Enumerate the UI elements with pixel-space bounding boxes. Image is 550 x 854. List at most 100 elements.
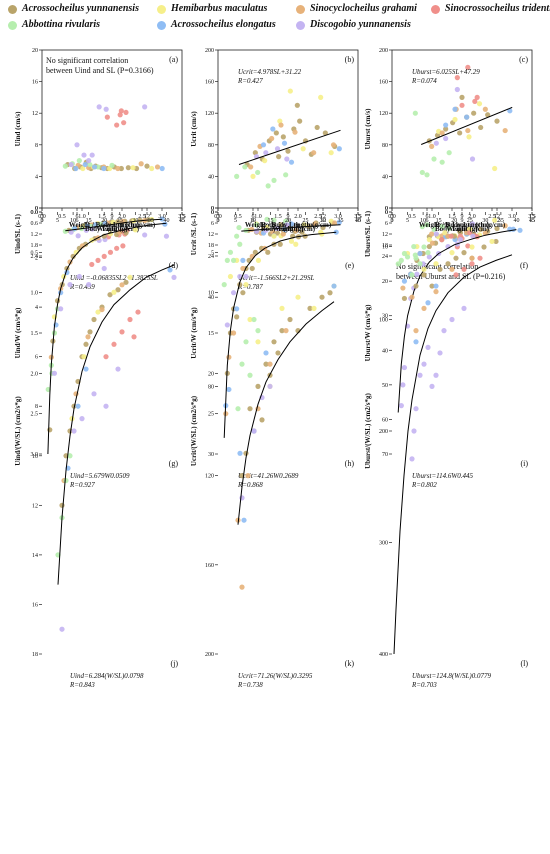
data-point [47,427,53,433]
data-point [115,366,121,372]
chart-panel: 3 6 9 12 1504080120160200(b)Ucrit=4.978SL+31… [190,48,361,229]
data-point [255,339,261,345]
y-tick-label: 12 [208,232,214,238]
y-tick-label: 200 [379,48,388,54]
data-point [431,156,437,162]
data-point [454,75,460,81]
x-tick-label: 0 [217,218,220,224]
x-tick-label: 40 [163,218,169,224]
y-tick-label: 120 [205,111,214,117]
data-point [453,272,459,278]
x-axis-label: Body Length (cm) [85,225,140,233]
x-tick-label: 15 [355,218,361,224]
legend-label: Acrossocheilus elongatus [171,19,276,30]
data-point [85,334,91,340]
data-point [465,127,471,134]
y-tick-label: 2 [35,256,38,262]
y-tick-label: 20 [382,279,388,285]
x-tick-label: 0.0 [388,214,396,220]
x-tick-label: 3 [217,214,220,220]
y-tick-label: 10 [208,291,214,297]
y-tick-label: 40 [208,174,214,180]
r-value-text: R=0.738 [237,681,263,689]
y-tick-label: 20 [32,48,38,54]
data-point [429,383,435,389]
data-point [130,165,136,171]
x-axis-label: Weight / Body Length (g/cm) [245,221,332,229]
legend-label: Discogobio yunnanensis [310,19,411,30]
data-point [300,146,306,152]
y-tick-label: 70 [382,452,388,458]
x-tick-label: 3 [391,214,394,220]
equation-text: Ucrit=4.978SL+31.22 [238,68,302,76]
data-point [336,219,342,225]
y-tick-label: 0.5 [31,250,39,256]
data-point [79,416,85,422]
data-point [247,316,253,323]
data-point [125,165,131,171]
y-tick-label: 400 [379,652,388,658]
x-tick-label: 40 [355,218,361,224]
chart-panel: 369121506121824(f)No significant correla… [364,210,535,281]
data-point [409,272,415,278]
data-point [243,282,249,288]
data-point [81,354,87,360]
chart-panel: 0.0 0.5 1.0 1.5 2.0 2.5 3.0 3.5 0 2 4 6 8 10 12 14 16 18 (… [14,206,186,689]
data-point [314,124,320,131]
x-tick-label: 20 [101,218,107,224]
data-point [259,417,265,423]
x-tick-label: 2.5 [138,214,146,220]
data-point [469,221,476,227]
data-point [454,86,460,93]
data-point [293,227,299,233]
data-point [109,162,115,168]
data-point [162,221,168,227]
y-tick-label: 0.0 [31,210,39,216]
x-tick-label: 12 [320,218,326,224]
annotation-text: No significant correlation [396,262,478,271]
legend-marker [296,21,305,30]
x-tick-label: 30 [482,218,488,224]
data-point [101,165,107,172]
y-tick-label: 60 [382,417,388,423]
data-point [237,450,243,456]
y-tick-label: 30 [382,314,388,320]
data-point [171,274,177,280]
y-tick-label: 18 [208,243,214,249]
data-point [502,223,508,229]
x-tick-label: 6 [252,214,255,220]
data-point [59,502,65,508]
data-point [507,108,513,114]
data-point [115,287,121,293]
data-point [240,265,246,272]
data-point [237,273,243,280]
y-tick-label: 0 [35,206,38,212]
x-tick-label: 10 [70,218,76,224]
data-point [465,243,471,249]
data-point [280,134,286,140]
data-point [322,130,328,136]
data-point [95,257,101,263]
data-point [250,173,256,179]
data-point [227,249,234,255]
data-point [413,339,419,345]
x-tick-label: 30 [320,218,326,224]
data-point [159,165,165,172]
data-point [510,226,516,232]
data-point [63,477,69,484]
y-tick-label: 80 [382,143,388,149]
data-point [421,266,427,272]
data-point [445,261,451,267]
data-point [247,372,253,378]
data-point [452,116,458,123]
legend-marker [296,5,305,14]
data-point [280,231,286,237]
data-point [279,328,285,334]
data-point [331,283,337,289]
x-tick-label: 0 [41,218,44,224]
x-tick-label: 9 [287,214,290,220]
data-point [459,94,465,100]
data-point [469,156,476,162]
data-point [471,110,477,116]
data-point [235,406,241,412]
